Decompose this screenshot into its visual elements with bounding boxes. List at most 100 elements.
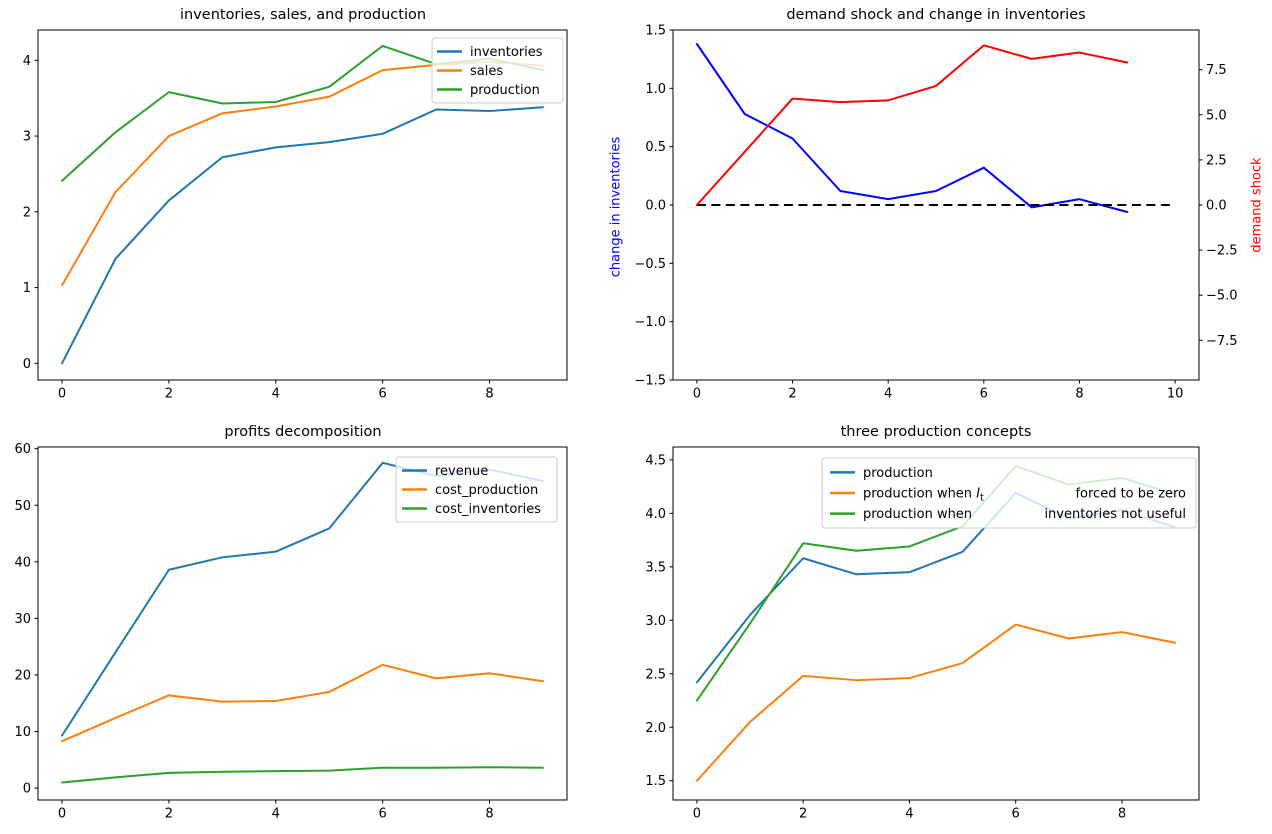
y-tick-label: 4 — [23, 54, 31, 69]
chart-inventories-sales-production: 0 2 4 6 8 0 1 2 3 4 inventories sales production — [23, 29, 568, 402]
x-tick-label: 0 — [693, 807, 701, 822]
legend-entry-label-right: forced to be zero — [1075, 487, 1186, 502]
series-line-cost-inventories — [61, 766, 544, 784]
y-tick-label: 30 — [14, 612, 31, 627]
x-axis-ticks: 0 2 4 6 8 — [58, 380, 494, 402]
y-tick-label: 1.5 — [645, 774, 666, 789]
y-axis-ticks-left: 1.5 2.0 2.5 3.0 3.5 4.0 4.5 — [645, 453, 673, 789]
series-line-production-when-i-t-forced-to-be-zero — [695, 623, 1177, 782]
x-tick-label: 4 — [272, 387, 280, 402]
legend-entry-label-right: inventories not useful — [1044, 507, 1186, 522]
legend: revenue cost_production cost_inventories — [395, 456, 558, 523]
legend-entry-label: cost_inventories — [435, 502, 541, 517]
x-tick-label: 4 — [884, 387, 892, 402]
legend-frame — [395, 456, 558, 523]
y-tick-label: −1.0 — [634, 315, 666, 330]
y-axis-ticks-right: −7.5 −5.0 −2.5 0.0 2.5 5.0 7.5 — [1199, 63, 1238, 349]
x-tick-label: 0 — [58, 387, 66, 402]
x-tick-label: 6 — [1012, 807, 1020, 822]
chart-three-production-concepts: 0 2 4 6 81.52.02.53.03.54.04.5productionprod… — [645, 446, 1200, 822]
y-tick-label: 3.5 — [645, 560, 666, 575]
y-tick-label: 1.0 — [645, 82, 666, 97]
x-axis-ticks: 0 2 4 6 8 10 — [693, 380, 1184, 402]
y-tick-label: 4.5 — [645, 453, 666, 468]
legend-frame — [821, 457, 1197, 529]
x-tick-label: 2 — [165, 387, 173, 402]
y-tick-label: 0.5 — [645, 140, 666, 155]
x-tick-label: 2 — [165, 807, 173, 822]
legend-entry-label: production when — [863, 507, 972, 522]
axes-frame — [37, 29, 568, 381]
axes-frame — [37, 446, 568, 801]
series-line-change-in-inventories — [695, 43, 1129, 213]
x-axis-ticks: 0 2 4 6 8 — [693, 800, 1126, 822]
chart-demand-shock-and-change-in-inventories: 0 2 4 6 8 10 −1.5 −1.0 −0.5 0.0 0.5 1.0 1.5 −7.5 −5.0 −… — [634, 24, 1237, 402]
y-tick-label: 1.5 — [645, 24, 666, 39]
y-tick-label-right: −5.0 — [1206, 289, 1238, 304]
x-tick-label: 6 — [980, 387, 988, 402]
series-line-inventories — [61, 106, 544, 365]
x-tick-label: 0 — [58, 807, 66, 822]
y-axis-ticks-left: −1.5 −1.0 −0.5 0.0 0.5 1.0 1.5 — [634, 24, 673, 389]
y-tick-label-right: 5.0 — [1206, 108, 1227, 123]
x-tick-label: 8 — [1075, 387, 1083, 402]
axes-frame — [672, 446, 1200, 801]
y-tick-label: −0.5 — [634, 257, 666, 272]
y-tick-label: 10 — [14, 725, 31, 740]
x-tick-label: 4 — [272, 807, 280, 822]
x-tick-label: 4 — [905, 807, 913, 822]
y-tick-label: 0 — [23, 357, 31, 372]
legend-entry-label: production when It — [863, 487, 984, 504]
x-tick-label: 6 — [379, 807, 387, 822]
x-tick-label: 2 — [799, 807, 807, 822]
y-tick-label: −1.5 — [634, 374, 666, 389]
legend-entry-label: production — [470, 83, 540, 98]
x-tick-label: 8 — [485, 387, 493, 402]
y-tick-label: 2 — [23, 205, 31, 220]
y-axis-label-change-in-inventories: change in inventories — [608, 136, 624, 278]
x-tick-label: 8 — [1118, 807, 1126, 822]
y-tick-label-right: 2.5 — [1206, 153, 1227, 168]
chart-title-profits-decomposition: profits decomposition — [224, 424, 382, 440]
y-tick-label: 20 — [14, 668, 31, 683]
legend-entry-label: inventories — [470, 45, 543, 60]
y-axis-label-demand-shock: demand shock — [1249, 157, 1265, 253]
x-tick-label: 8 — [485, 807, 493, 822]
y-tick-label: 0 — [23, 782, 31, 797]
x-tick-label: 0 — [693, 387, 701, 402]
y-tick-label: 3 — [23, 130, 31, 145]
y-axis-ticks-left: 0 1 2 3 4 — [23, 54, 38, 372]
y-tick-label: 2.5 — [645, 667, 666, 682]
y-tick-label: 2.0 — [645, 721, 666, 736]
y-tick-label: 60 — [14, 442, 31, 457]
x-axis-ticks: 0 2 4 6 8 — [58, 800, 494, 822]
x-tick-label: 6 — [379, 387, 387, 402]
y-tick-label: 4.0 — [645, 507, 666, 522]
legend-entry-label: production — [863, 466, 933, 481]
series-line-cost-production — [61, 663, 544, 743]
x-tick-label: 10 — [1167, 387, 1184, 402]
legend-entry-label: cost_production — [435, 483, 538, 498]
legend-frame — [431, 37, 564, 104]
legend: production production when It forced to be… — [821, 457, 1197, 529]
y-tick-label: 1 — [23, 281, 31, 296]
y-tick-label-right: −7.5 — [1206, 334, 1238, 349]
chart-title-demand-shock: demand shock and change in inventories — [786, 7, 1086, 23]
legend-entry-label: sales — [470, 64, 503, 79]
series-line-demand-shock — [695, 44, 1129, 206]
y-tick-label: 50 — [14, 499, 31, 514]
y-tick-label-right: 0.0 — [1206, 199, 1227, 214]
x-tick-label: 2 — [788, 387, 796, 402]
y-tick-label: 3.0 — [645, 614, 666, 629]
y-tick-label: 40 — [14, 555, 31, 570]
y-tick-label-right: −2.5 — [1206, 244, 1238, 259]
y-axis-ticks-left: 0 10 20 30 40 50 60 — [14, 442, 38, 797]
plot-lines — [695, 43, 1176, 213]
chart-title-three-production-concepts: three production concepts — [840, 424, 1032, 440]
legend-entry-label: revenue — [435, 464, 488, 479]
chart-profits-decomposition: 0 2 4 6 8 0 10 20 30 40 50 60 revenue cost_production… — [14, 442, 568, 822]
chart-title-inventories-sales-production: inventories, sales, and production — [179, 7, 427, 23]
y-tick-label: 0.0 — [645, 199, 666, 214]
